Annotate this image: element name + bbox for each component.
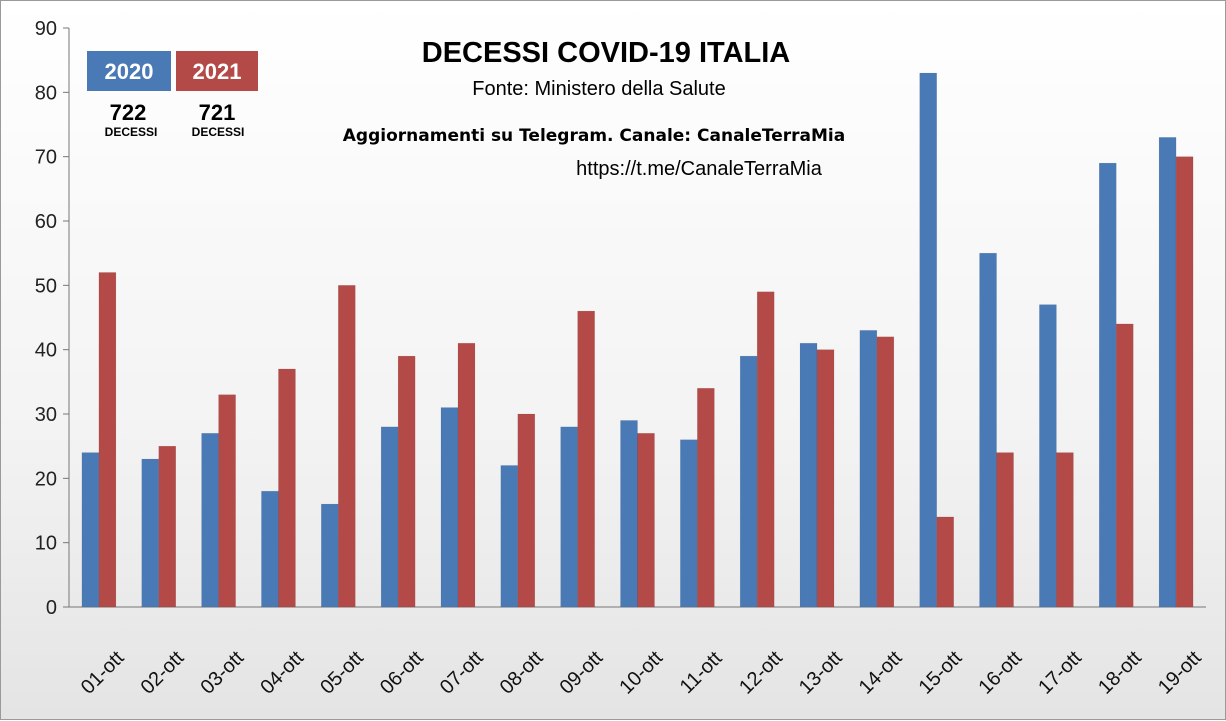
y-tick-label: 90	[35, 18, 57, 40]
bar-2020-05-ott	[321, 503, 339, 608]
x-tick-label: 07-ott	[436, 647, 488, 699]
bar-2020-13-ott	[799, 342, 818, 608]
legend-label-2021: 2021	[193, 59, 242, 84]
bar-2021-16-ott	[996, 452, 1014, 608]
bar-2021-03-ott	[218, 394, 236, 608]
bar-2020-12-ott	[739, 355, 758, 608]
x-tick-label: 01-ott	[77, 647, 129, 699]
bar-2021-09-ott	[577, 310, 595, 608]
y-tick-label: 70	[35, 147, 57, 169]
bar-2020-04-ott	[261, 490, 279, 608]
bars	[81, 72, 1194, 608]
x-tick-label: 18-ott	[1094, 647, 1146, 699]
bar-2020-15-ott	[919, 72, 937, 608]
bar-2021-04-ott	[278, 368, 296, 608]
bar-2020-07-ott	[440, 407, 459, 608]
legend-swatch-2021	[176, 51, 258, 91]
x-tick-label: 17-ott	[1034, 647, 1086, 699]
x-tick-label: 06-ott	[376, 647, 428, 699]
x-tick-label: 10-ott	[615, 647, 667, 699]
bar-2020-02-ott	[141, 458, 160, 608]
bar-2020-09-ott	[560, 426, 578, 608]
bar-2021-10-ott	[637, 433, 655, 608]
x-tick-label: 03-ott	[196, 647, 248, 699]
bar-2020-17-ott	[1039, 304, 1057, 608]
legend: 2020 2021 722 DECESSI 721 DECESSI	[87, 51, 258, 139]
bar-2021-17-ott	[1056, 452, 1074, 608]
bar-2020-03-ott	[201, 433, 219, 608]
legend-total-2020: 722	[110, 100, 147, 125]
chart-subtitle: Fonte: Ministero della Salute	[472, 78, 725, 100]
x-tick-label: 05-ott	[316, 647, 368, 699]
bar-2021-11-ott	[697, 388, 715, 608]
bar-2020-08-ott	[500, 465, 519, 608]
x-tick-label: 09-ott	[556, 647, 608, 699]
y-tick-label: 80	[35, 82, 57, 104]
bar-2021-06-ott	[397, 355, 416, 608]
telegram-url: https://t.me/CanaleTerraMia	[576, 158, 823, 180]
bar-2021-18-ott	[1115, 323, 1134, 608]
bar-2020-19-ott	[1158, 137, 1177, 608]
x-tick-label: 14-ott	[855, 647, 907, 699]
bar-2020-11-ott	[680, 439, 698, 608]
x-tick-label: 02-ott	[137, 647, 189, 699]
bar-2021-19-ott	[1175, 156, 1194, 608]
bar-2021-14-ott	[876, 336, 895, 608]
bar-2021-15-ott	[936, 516, 954, 608]
y-tick-label: 40	[35, 340, 57, 362]
bar-2020-06-ott	[380, 426, 399, 608]
x-tick-label: 16-ott	[974, 647, 1026, 699]
legend-unit-2021: DECESSI	[192, 125, 245, 139]
y-tick-label: 20	[35, 468, 57, 490]
bar-2020-01-ott	[81, 452, 100, 608]
bar-2021-05-ott	[338, 285, 356, 608]
y-tick-label: 50	[35, 275, 57, 297]
legend-total-2021: 721	[199, 100, 236, 125]
x-tick-label: 15-ott	[915, 647, 967, 699]
legend-label-2020: 2020	[105, 59, 154, 84]
legend-unit-2020: DECESSI	[105, 125, 158, 139]
legend-swatch-2020	[87, 51, 171, 91]
y-tick-label: 60	[35, 211, 57, 233]
x-tick-label: 13-ott	[795, 647, 847, 699]
bar-2020-16-ott	[979, 252, 997, 608]
telegram-note: Aggiornamenti su Telegram. Canale: Canal…	[343, 126, 845, 146]
chart-title: DECESSI COVID-19 ITALIA	[422, 37, 791, 69]
bar-2021-13-ott	[816, 349, 835, 608]
bar-2020-14-ott	[859, 330, 878, 608]
x-tick-label: 12-ott	[735, 647, 787, 699]
x-tick-label: 04-ott	[256, 647, 308, 699]
bar-2021-07-ott	[457, 342, 476, 608]
y-tick-label: 0	[46, 597, 57, 619]
y-tick-label: 10	[35, 533, 57, 555]
bar-2021-01-ott	[98, 272, 117, 608]
x-tick-label: 19-ott	[1154, 647, 1206, 699]
x-tick-label: 08-ott	[496, 647, 548, 699]
x-tick-label: 11-ott	[676, 647, 727, 698]
bar-2021-08-ott	[517, 413, 536, 608]
bar-2020-10-ott	[620, 420, 638, 608]
bar-2020-18-ott	[1098, 162, 1117, 608]
bar-2021-12-ott	[756, 291, 775, 608]
bar-2021-02-ott	[158, 445, 177, 608]
y-tick-label: 30	[35, 404, 57, 426]
